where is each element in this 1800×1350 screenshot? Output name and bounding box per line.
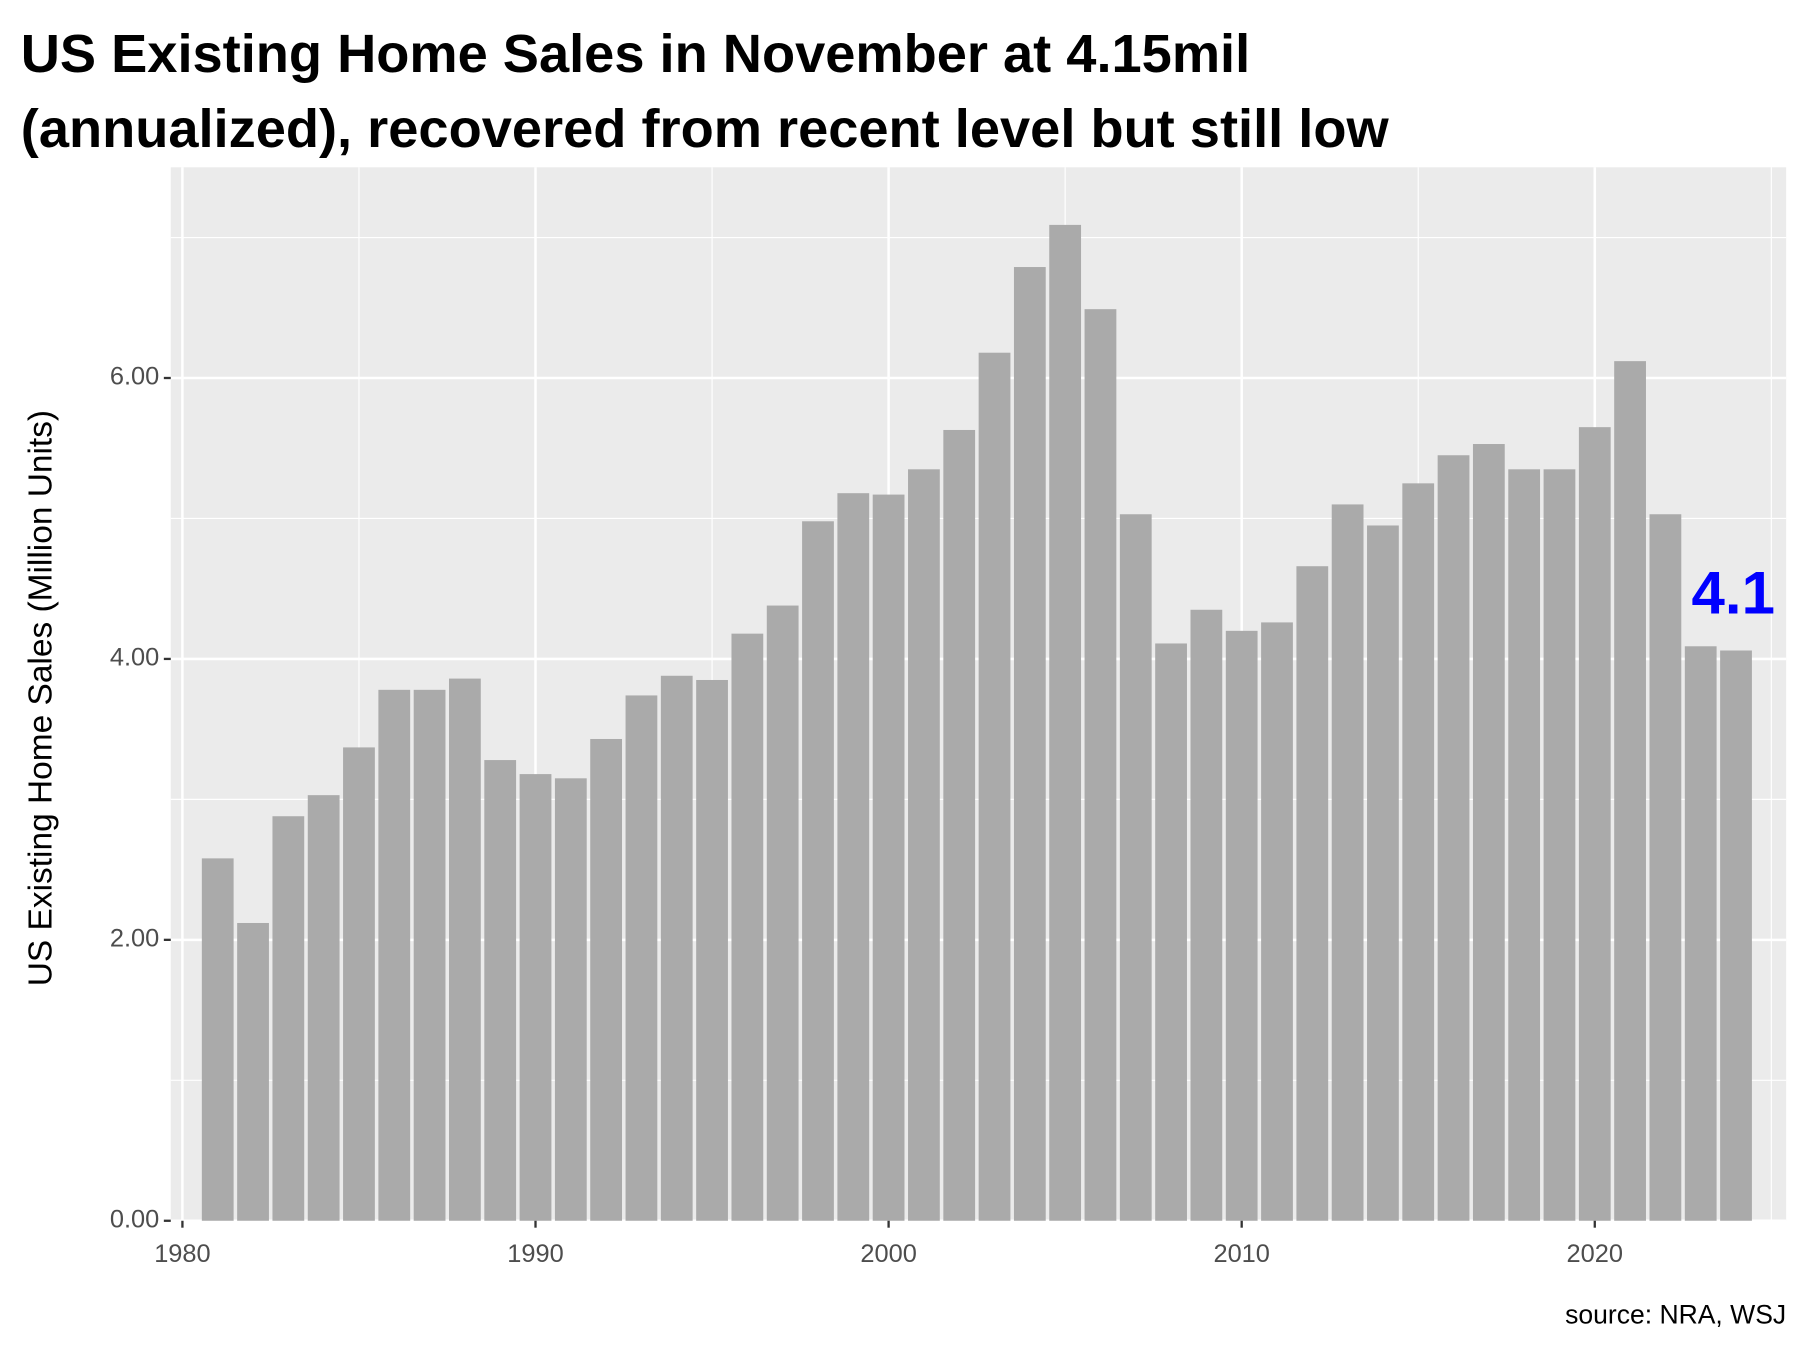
bar <box>731 633 764 1221</box>
bar <box>872 494 905 1221</box>
bar <box>1402 483 1435 1221</box>
bar <box>1472 444 1505 1221</box>
x-tick-label: 1980 <box>154 1240 210 1268</box>
bar <box>1649 514 1682 1221</box>
bar <box>766 605 799 1221</box>
chart-title: US Existing Home Sales in November at 4.… <box>21 24 1250 84</box>
x-tick-label: 2000 <box>860 1240 916 1268</box>
bar <box>1331 504 1364 1221</box>
bar <box>1578 427 1611 1221</box>
y-tick-label: 2.00 <box>110 925 159 953</box>
bar <box>1013 267 1046 1221</box>
bar <box>237 922 269 1221</box>
bar <box>1049 224 1082 1221</box>
bar <box>1684 646 1717 1221</box>
bar <box>837 493 870 1221</box>
bar <box>1720 650 1752 1221</box>
bar <box>1084 309 1117 1221</box>
bar <box>1296 566 1329 1221</box>
bar <box>307 795 340 1221</box>
bar <box>484 760 517 1221</box>
bar <box>378 689 411 1221</box>
bar <box>201 858 234 1221</box>
bar <box>590 738 623 1221</box>
bar <box>413 689 446 1221</box>
bar <box>1119 514 1152 1221</box>
x-tick-label: 2020 <box>1567 1240 1623 1268</box>
chart-title: (annualized), recovered from recent leve… <box>21 99 1390 159</box>
bar <box>802 521 834 1221</box>
bar <box>943 429 976 1221</box>
x-tick-label: 1990 <box>507 1240 563 1268</box>
bar <box>1437 455 1470 1221</box>
bar <box>1367 525 1399 1221</box>
bar <box>519 774 552 1221</box>
caption: source: NRA, WSJ <box>1565 1300 1786 1330</box>
y-axis-label: US Existing Home Sales (Million Units) <box>23 410 60 986</box>
bar <box>1190 609 1223 1221</box>
bar <box>660 675 693 1221</box>
bar <box>1614 361 1646 1221</box>
y-tick-label: 6.00 <box>110 363 159 391</box>
bar <box>554 778 587 1221</box>
bar <box>908 469 940 1221</box>
bar <box>449 678 481 1221</box>
bar <box>978 352 1011 1221</box>
bar <box>343 747 375 1221</box>
bar <box>1508 469 1541 1221</box>
bar <box>696 679 728 1221</box>
bar <box>625 695 658 1221</box>
bar <box>1261 622 1293 1221</box>
bars <box>201 224 1752 1221</box>
bar <box>1543 469 1576 1221</box>
y-tick-label: 0.00 <box>110 1205 159 1233</box>
bar <box>272 816 305 1221</box>
bar <box>1225 630 1258 1221</box>
x-tick-label: 2010 <box>1213 1240 1269 1268</box>
y-tick-label: 4.00 <box>110 644 159 672</box>
annotation: 4.1 <box>1692 560 1775 627</box>
bar <box>1155 643 1187 1221</box>
